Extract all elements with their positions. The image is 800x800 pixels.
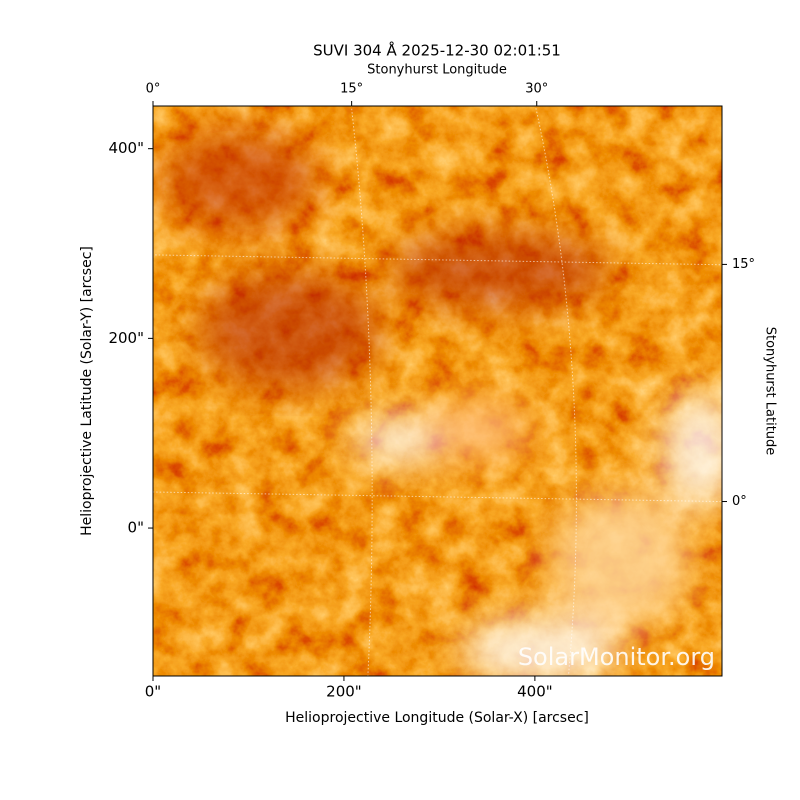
solar-image xyxy=(153,106,722,676)
x2-axis-label: Stonyhurst Longitude xyxy=(367,63,507,78)
x-axis-label: Helioprojective Longitude (Solar-X) [arc… xyxy=(285,710,589,726)
longitude-grid-line xyxy=(350,106,373,676)
stonyhurst-grid xyxy=(153,106,722,676)
y-axis-label: Helioprojective Latitude (Solar-Y) [arcs… xyxy=(79,246,95,536)
y-tick-label: 400" xyxy=(108,139,144,157)
x-tick-label: 400" xyxy=(517,683,553,701)
plot-frame xyxy=(152,105,723,677)
chart-title: SUVI 304 Å 2025-12-30 02:01:51 xyxy=(313,41,561,60)
watermark: SolarMonitor.org xyxy=(518,643,715,671)
y2-axis-label: Stonyhurst Latitude xyxy=(763,327,778,456)
longitude-grid-line xyxy=(534,106,577,676)
latitude-grid-line xyxy=(153,254,722,266)
y2-tick-label: 0° xyxy=(732,494,747,509)
x-tick-label: 0" xyxy=(145,683,161,701)
x2-tick-label: 30° xyxy=(525,82,548,97)
y-tick-label: 0" xyxy=(128,519,144,537)
x2-tick-label: 15° xyxy=(340,82,363,97)
y2-tick-label: 15° xyxy=(732,257,755,272)
x-tick-label: 200" xyxy=(326,683,362,701)
y-tick-label: 200" xyxy=(108,329,144,347)
latitude-grid-line xyxy=(153,491,722,503)
x2-tick-label: 0° xyxy=(146,82,161,97)
